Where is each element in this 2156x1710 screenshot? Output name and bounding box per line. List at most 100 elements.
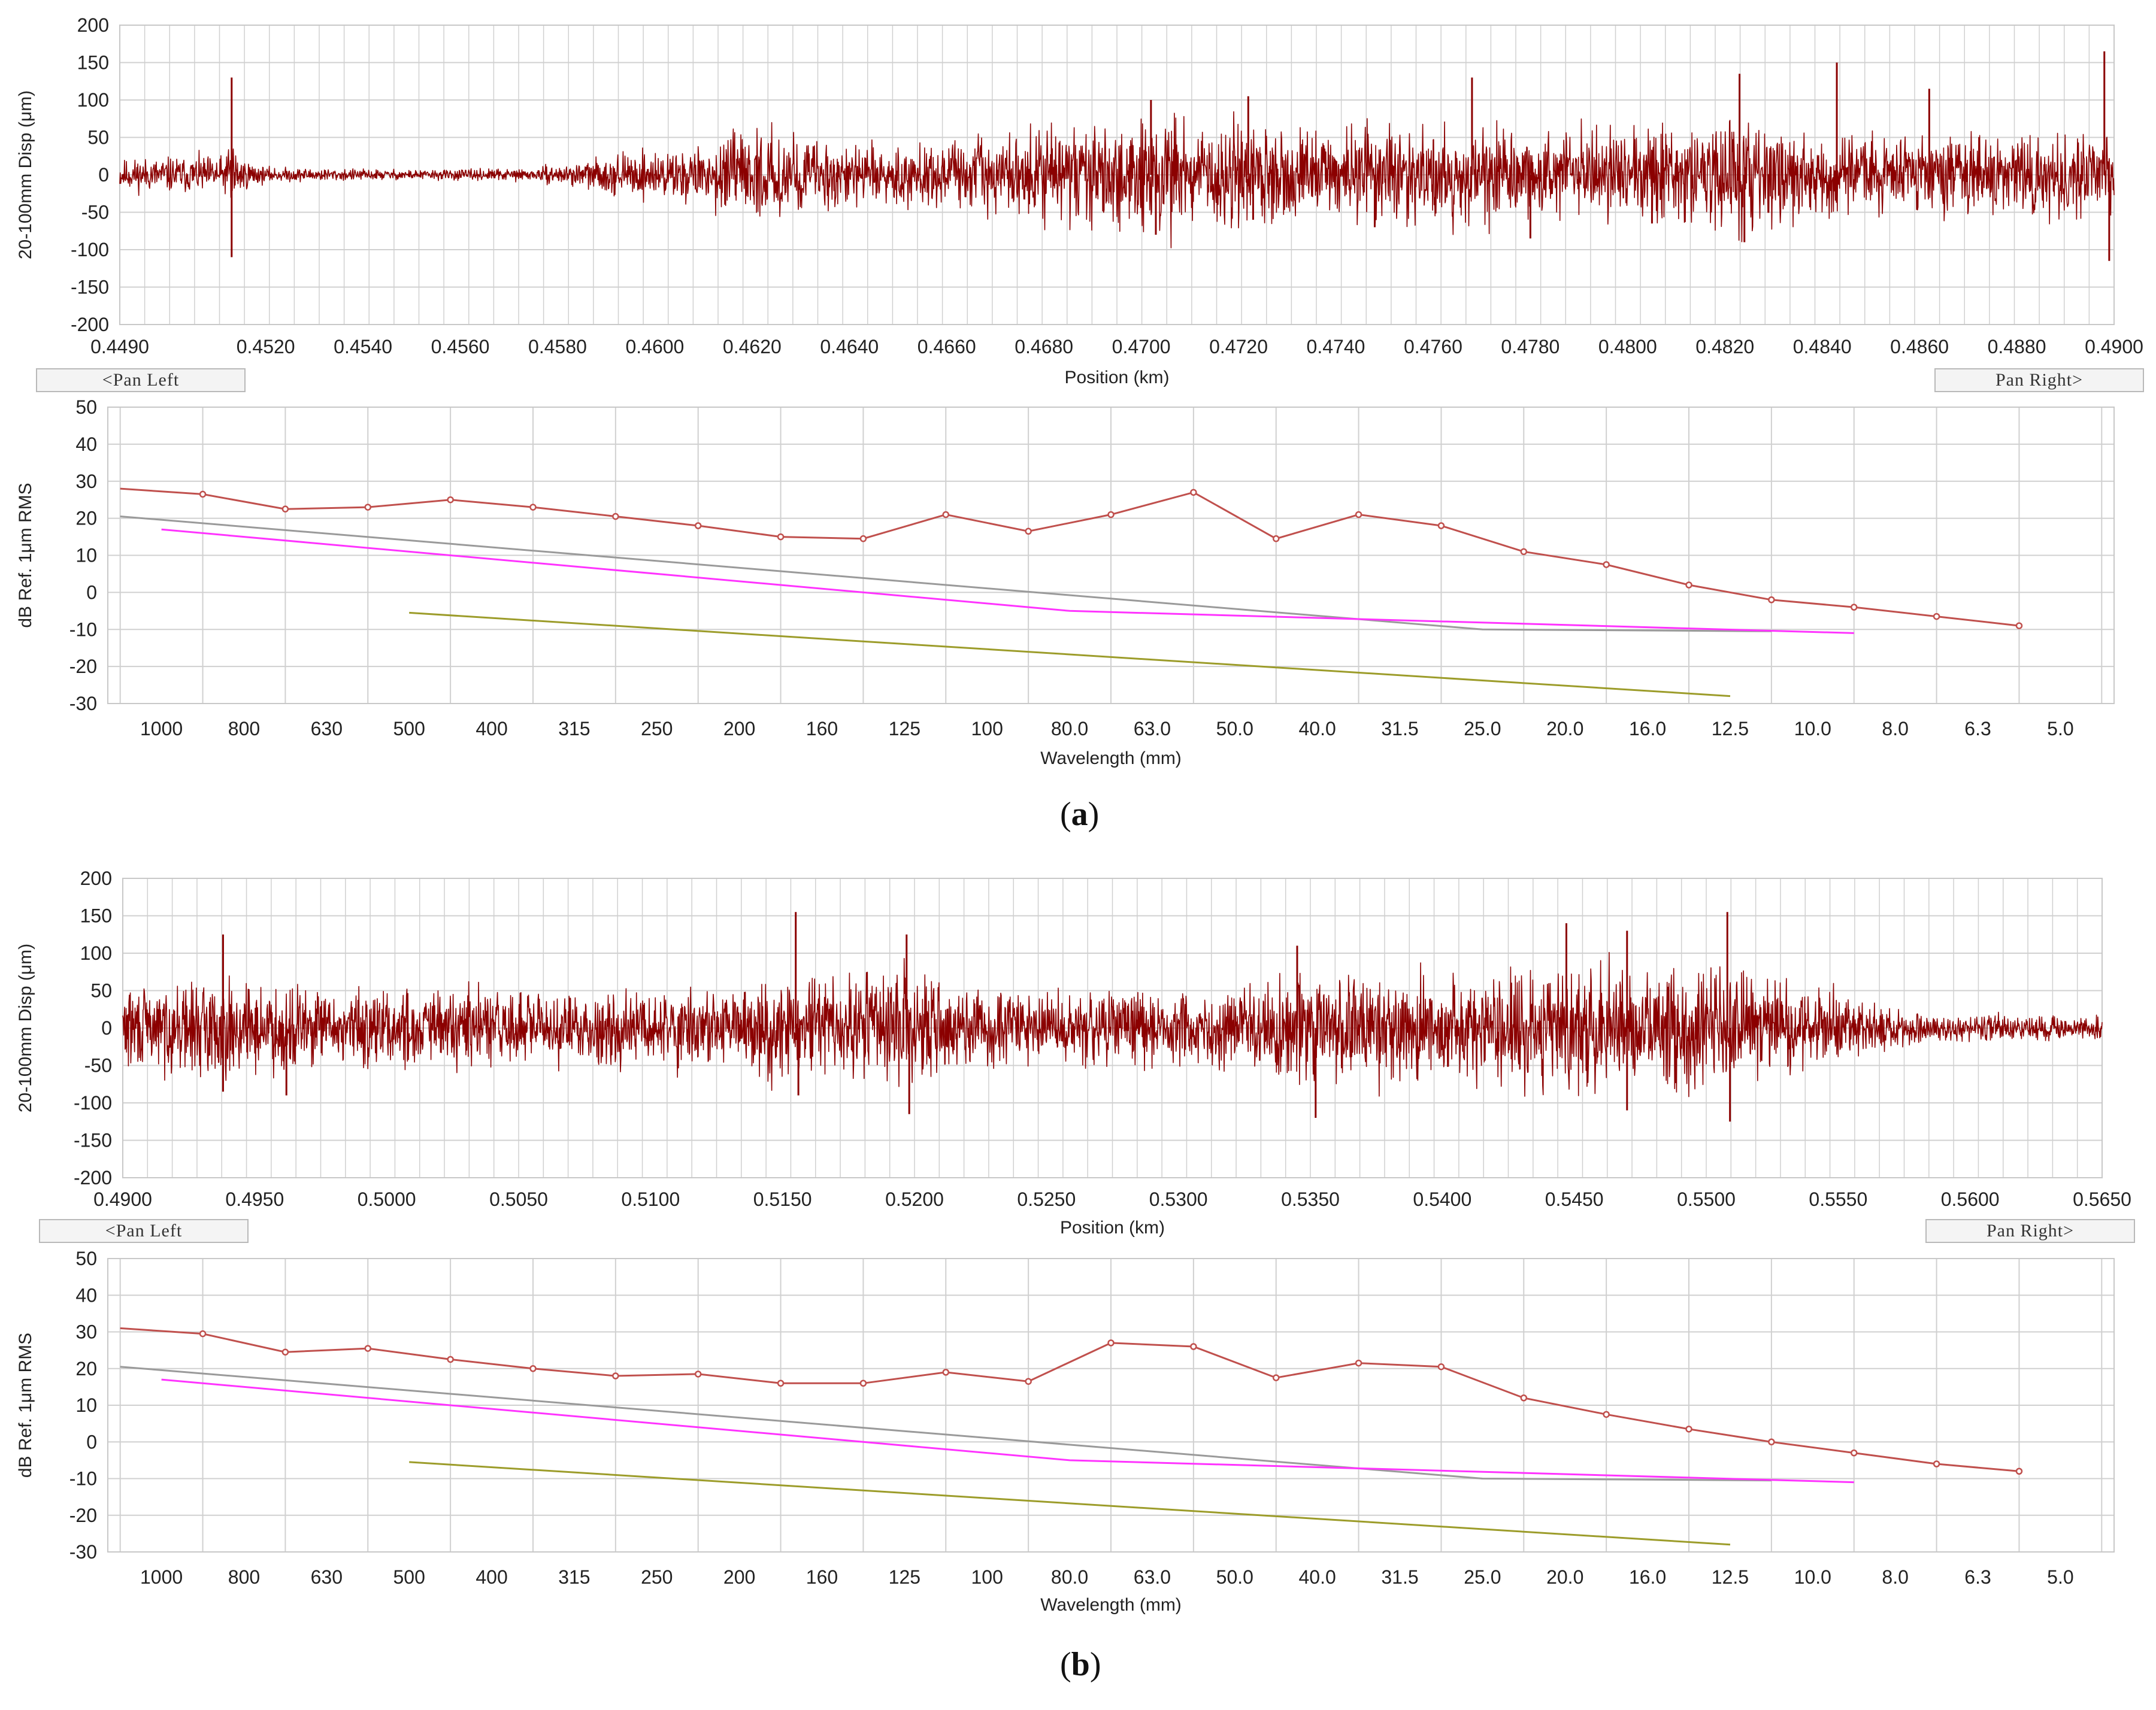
y-tick-label: 20 xyxy=(75,1358,97,1379)
spectrum-point xyxy=(942,1369,950,1376)
x-tick-label: 50.0 xyxy=(1216,1566,1253,1588)
x-tick-label: 0.4660 xyxy=(917,336,976,357)
y-tick-label: -100 xyxy=(71,239,109,260)
x-tick-label: 0.5150 xyxy=(753,1188,812,1210)
spectrum-point xyxy=(612,513,619,520)
y-tick-label: 100 xyxy=(80,942,112,964)
spectrum-point xyxy=(1025,1378,1032,1385)
pan-left-button[interactable]: <Pan Left xyxy=(36,368,246,392)
x-tick-label: 0.4880 xyxy=(1988,336,2046,357)
y-axis-label: dB Ref. 1μm RMS xyxy=(16,483,35,627)
y-axis-label: 20-100mm Disp (μm) xyxy=(16,90,35,259)
spectrum-point xyxy=(777,533,785,541)
y-tick-label: -200 xyxy=(71,314,109,335)
spectrum-line xyxy=(120,1327,2019,1472)
y-tick-label: 50 xyxy=(90,980,112,1002)
spectrum-point xyxy=(1190,489,1197,496)
y-axis-label: 20-100mm Disp (μm) xyxy=(16,944,35,1112)
spectrum-point xyxy=(859,1379,867,1387)
displacement-trace xyxy=(119,111,2115,248)
spectrum-point xyxy=(1520,1394,1528,1402)
spectrum-point xyxy=(1850,604,1858,611)
x-tick-label: 400 xyxy=(476,718,507,739)
spectrum-point xyxy=(2015,622,2023,629)
spectrum-point xyxy=(1933,613,1940,620)
x-tick-label: 1000 xyxy=(140,1566,183,1588)
y-tick-label: 20 xyxy=(75,508,97,529)
x-tick-label: 0.4680 xyxy=(1015,336,1073,357)
y-tick-label: -20 xyxy=(69,1505,97,1526)
y-tick-label: 10 xyxy=(75,1394,97,1416)
spectrum-point xyxy=(1603,1411,1610,1418)
y-tick-label: -30 xyxy=(69,693,97,714)
x-tick-label: 0.4800 xyxy=(1598,336,1657,357)
y-tick-label: -10 xyxy=(69,1468,97,1490)
x-tick-label: 0.5450 xyxy=(1545,1188,1604,1210)
x-axis-label: Position (km) xyxy=(1064,368,1169,387)
spectrum-point xyxy=(364,504,372,511)
x-tick-label: 0.4540 xyxy=(334,336,392,357)
spectrum-point xyxy=(777,1379,785,1387)
spectrum-point xyxy=(1768,596,1775,604)
x-tick-label: 6.3 xyxy=(1964,718,1991,739)
spectrum-point xyxy=(694,522,702,529)
x-tick-label: 250 xyxy=(641,1566,673,1588)
displacement-trace xyxy=(122,951,2103,1097)
y-tick-label: -10 xyxy=(69,618,97,640)
y-tick-label: -150 xyxy=(71,277,109,298)
x-tick-label: 20.0 xyxy=(1546,718,1583,739)
spectrum-point xyxy=(1437,1363,1445,1371)
x-axis-label: Wavelength (mm) xyxy=(1040,748,1182,768)
y-tick-label: 40 xyxy=(75,433,97,455)
spectrum-point xyxy=(529,504,537,511)
spectrum-point xyxy=(1685,1426,1692,1433)
x-tick-label: 0.4700 xyxy=(1112,336,1171,357)
y-tick-label: 0 xyxy=(101,1017,112,1039)
x-tick-label: 50.0 xyxy=(1216,718,1253,739)
spectrum-point xyxy=(199,1330,207,1338)
y-tick-label: -100 xyxy=(74,1092,112,1114)
spectrum-point xyxy=(942,511,950,519)
x-tick-label: 25.0 xyxy=(1464,1566,1501,1588)
y-tick-label: 50 xyxy=(75,1248,97,1269)
y-tick-label: 100 xyxy=(77,89,109,111)
x-tick-label: 16.0 xyxy=(1629,1566,1666,1588)
x-tick-label: 0.5250 xyxy=(1017,1188,1076,1210)
spectrum-point xyxy=(1107,511,1115,519)
spectrum-line xyxy=(120,487,2019,627)
x-tick-label: 0.4740 xyxy=(1307,336,1365,357)
pan-left-button[interactable]: <Pan Left xyxy=(39,1219,249,1243)
pan-right-button[interactable]: Pan Right> xyxy=(1934,368,2144,392)
x-tick-label: 1000 xyxy=(140,718,183,739)
x-tick-label: 250 xyxy=(641,718,673,739)
x-tick-label: 0.4950 xyxy=(225,1188,284,1210)
magenta-limit-line xyxy=(161,1378,1854,1484)
x-tick-label: 315 xyxy=(558,1566,590,1588)
x-tick-label: 800 xyxy=(228,718,260,739)
x-tick-label: 80.0 xyxy=(1051,718,1088,739)
spectrum-point xyxy=(447,496,454,504)
gray-limit-line xyxy=(120,1366,1772,1482)
y-axis-label: dB Ref. 1μm RMS xyxy=(16,1333,35,1478)
spectrum-point xyxy=(281,505,289,513)
spectrum-point xyxy=(199,490,207,498)
spectrum-point xyxy=(1850,1449,1858,1457)
y-tick-label: 0 xyxy=(86,581,97,603)
y-tick-label: -20 xyxy=(69,656,97,677)
x-tick-label: 100 xyxy=(971,1566,1003,1588)
x-tick-label: 315 xyxy=(558,718,590,739)
y-tick-label: 10 xyxy=(75,545,97,566)
spectrum-point xyxy=(1355,511,1362,519)
x-tick-label: 0.4720 xyxy=(1209,336,1268,357)
x-tick-label: 0.4620 xyxy=(723,336,782,357)
x-tick-label: 20.0 xyxy=(1546,1566,1583,1588)
x-tick-label: 12.5 xyxy=(1712,718,1749,739)
pan-right-button[interactable]: Pan Right> xyxy=(1925,1219,2135,1243)
y-tick-label: 0 xyxy=(98,164,109,186)
x-tick-label: 12.5 xyxy=(1712,1566,1749,1588)
x-tick-label: 630 xyxy=(311,718,343,739)
spectrum-point xyxy=(1355,1359,1362,1367)
spectrum-point xyxy=(447,1356,454,1363)
